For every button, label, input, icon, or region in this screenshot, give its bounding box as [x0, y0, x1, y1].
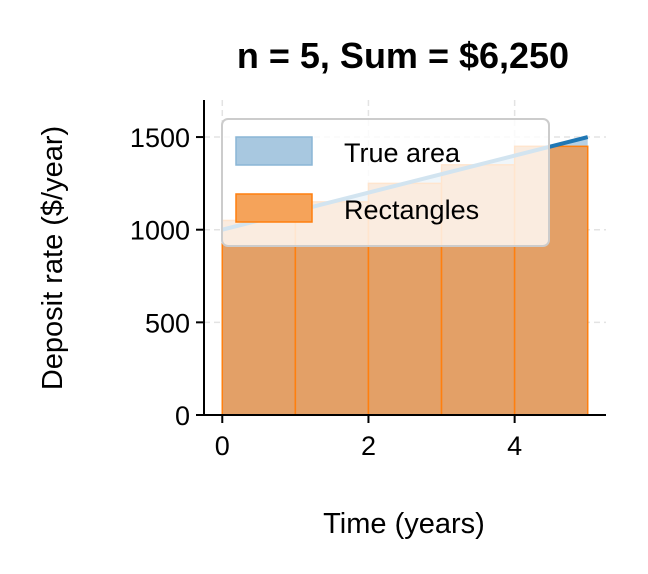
x-tick-label: 0	[215, 431, 230, 461]
chart-title: n = 5, Sum = $6,250	[237, 35, 569, 76]
legend: True area Rectangles	[221, 118, 550, 247]
x-tick-label: 2	[361, 431, 376, 461]
y-tick-label: 500	[145, 308, 190, 338]
y-tick-label: 1500	[130, 123, 190, 153]
rectangle-bar	[221, 219, 297, 416]
legend-label-true-area: True area	[344, 138, 461, 168]
legend-label-rectangles: Rectangles	[344, 195, 479, 225]
y-axis-label: Deposit rate ($/year)	[37, 126, 69, 390]
x-tick-label: 4	[507, 431, 522, 461]
legend-swatch-true-area	[235, 136, 313, 166]
ticks: 0 2 4 0 500 1000 1500	[130, 123, 522, 461]
x-axis-label: Time (years)	[323, 508, 485, 540]
legend-swatch-rectangles	[235, 193, 313, 223]
y-tick-label: 1000	[130, 216, 190, 246]
y-tick-label: 0	[175, 401, 190, 431]
